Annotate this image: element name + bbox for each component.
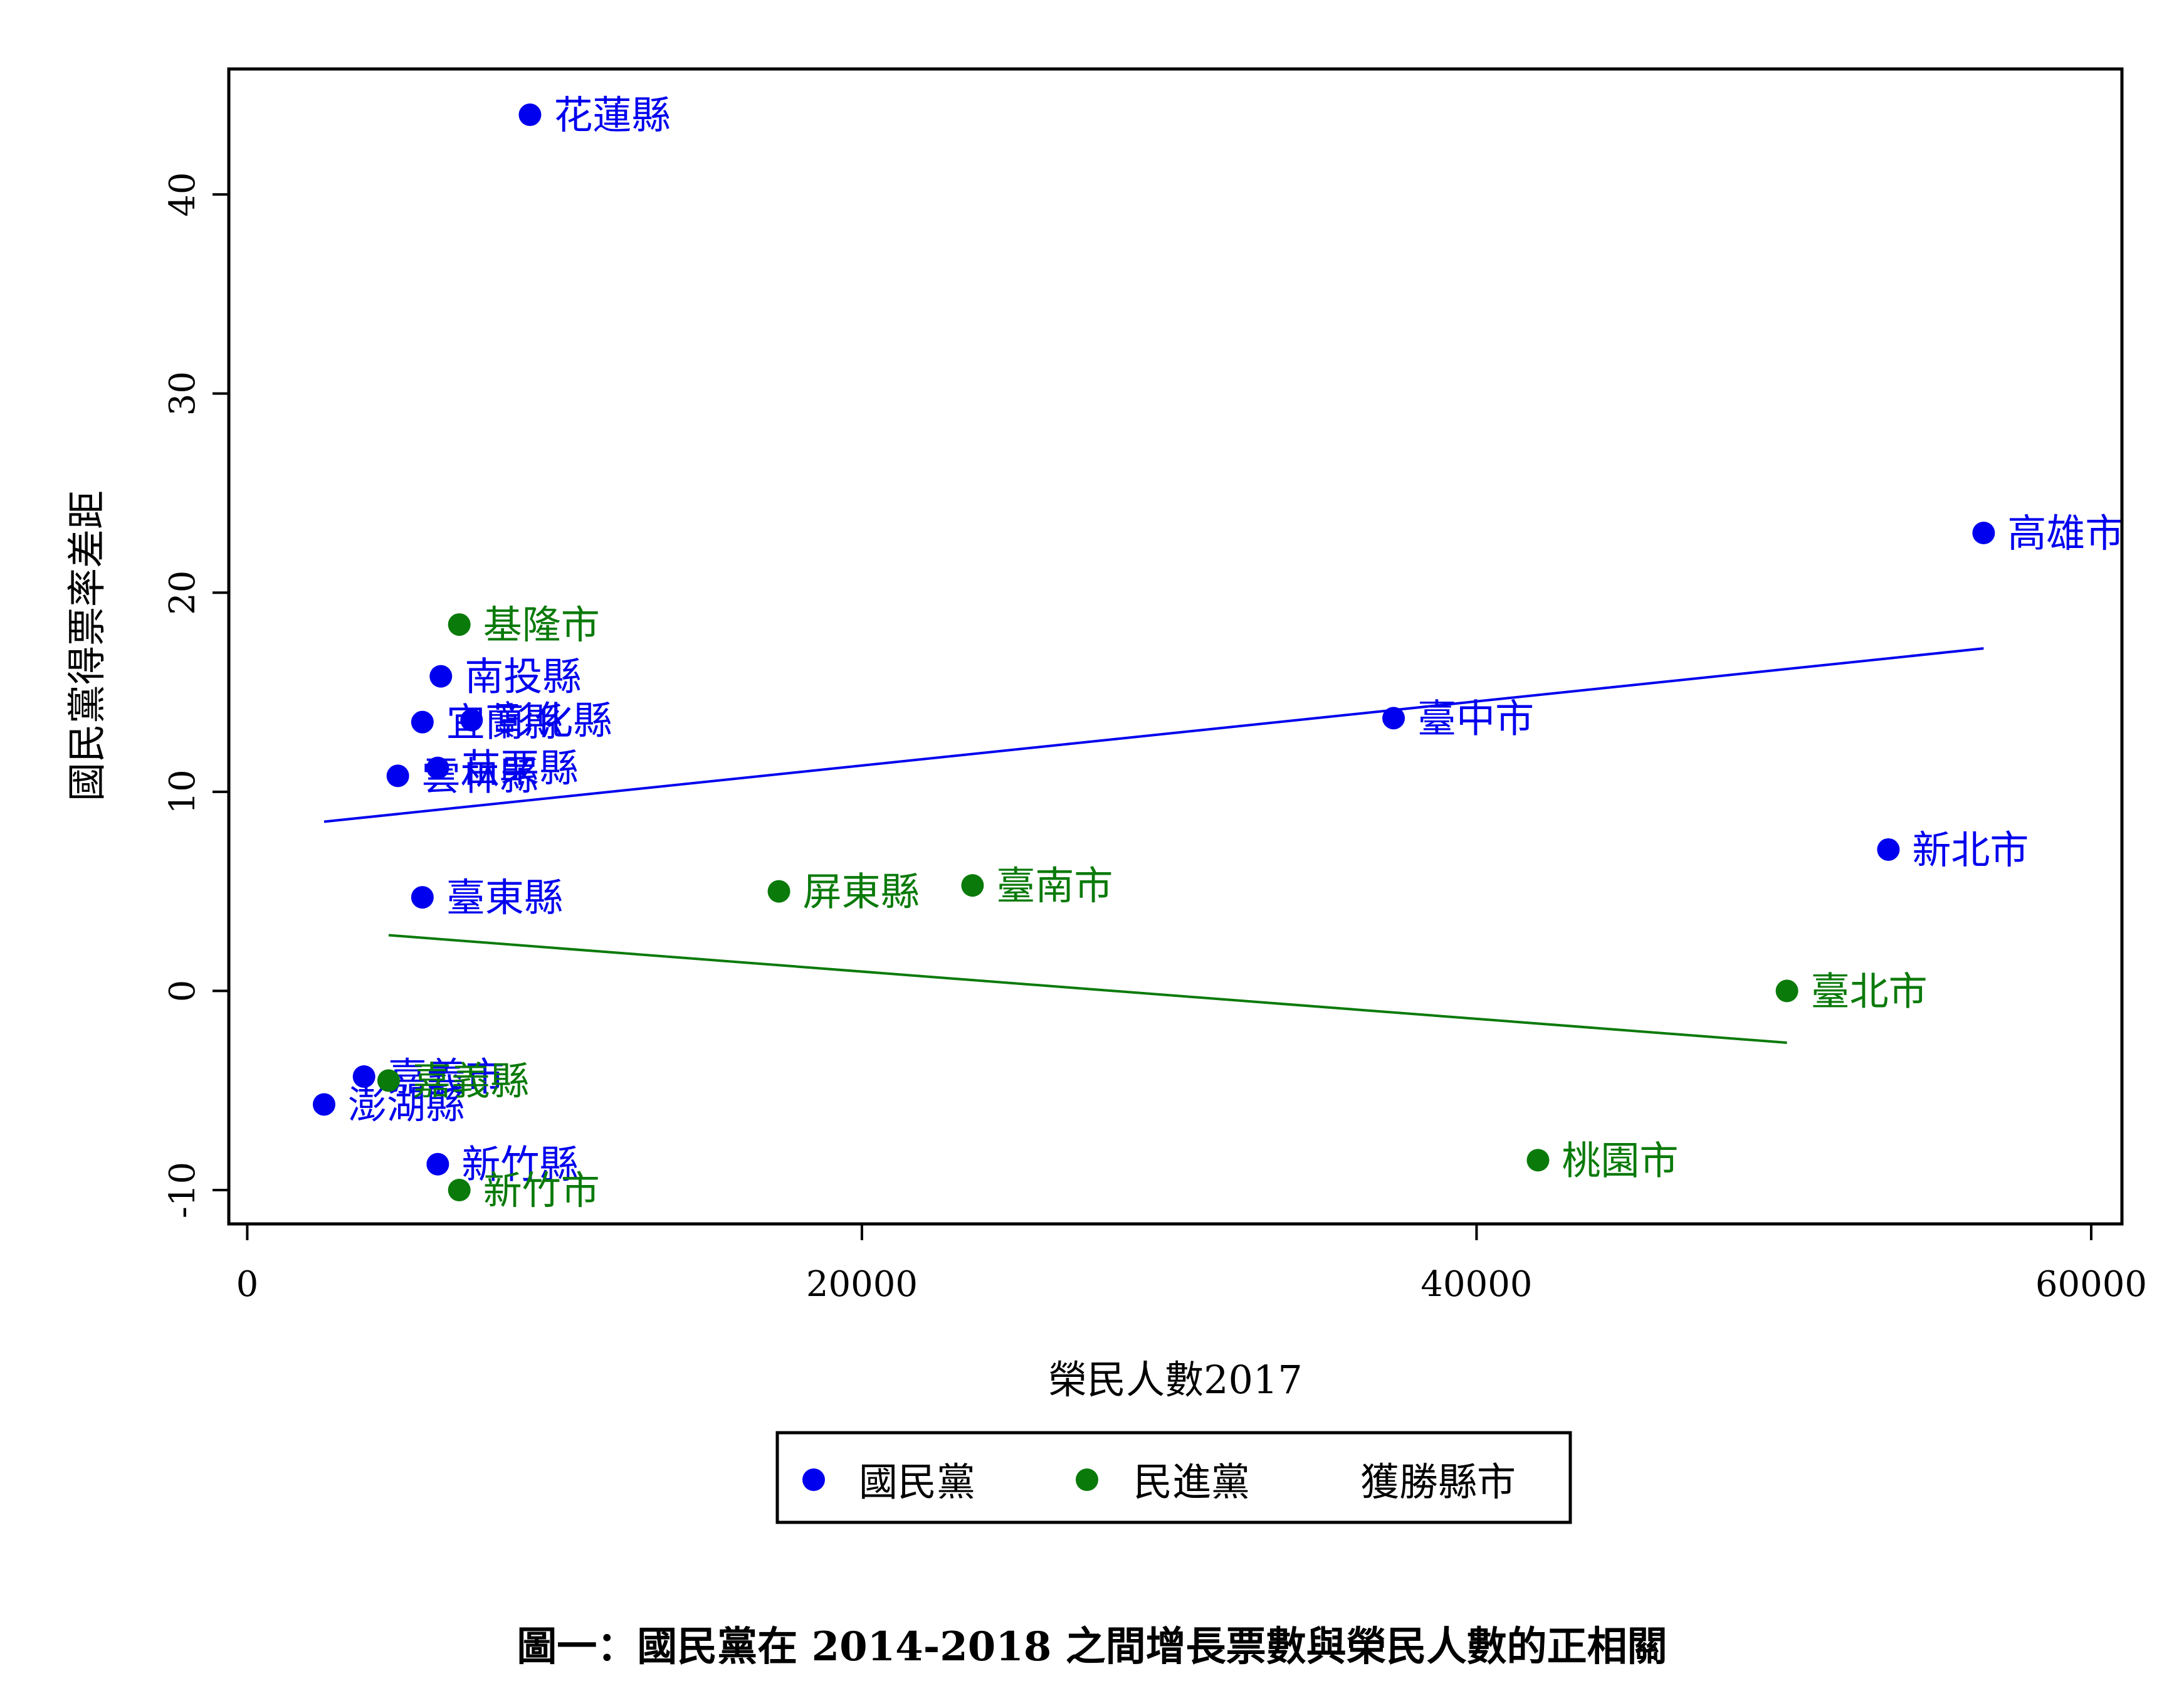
point-label: 苗栗縣 [461, 746, 578, 791]
data-point [1526, 1149, 1550, 1172]
point-label: 嘉義縣 [412, 1058, 529, 1104]
legend-label-winning-counties: 獲勝縣市 [1360, 1459, 1516, 1505]
data-point [448, 613, 471, 636]
point-label: 花蓮縣 [554, 92, 670, 138]
point-label: 基隆市 [483, 602, 600, 648]
y-axis-title: 國民黨得票率差距 [64, 490, 110, 801]
point-label: 新竹縣 [461, 1142, 578, 1188]
y-tick-label: 20 [162, 571, 203, 615]
data-point [1877, 838, 1900, 861]
data-point [1972, 521, 1995, 544]
legend-box [775, 1431, 1572, 1524]
data-point [386, 764, 409, 788]
point-label: 桃園市 [1562, 1137, 1679, 1183]
data-point [411, 710, 434, 734]
x-tick-label: 60000 [2035, 1264, 2147, 1305]
data-point [352, 1065, 375, 1088]
fit-line [323, 647, 1984, 823]
x-tick-label: 20000 [806, 1264, 918, 1305]
x-axis-title: 榮民人數2017 [1048, 1357, 1303, 1403]
data-point [448, 1179, 471, 1202]
point-label: 澎湖縣 [348, 1082, 465, 1127]
y-tick-label: -10 [162, 1162, 203, 1218]
y-tick-label: 10 [162, 769, 203, 814]
y-tick-label: 0 [162, 980, 203, 1003]
data-point [312, 1093, 335, 1116]
y-tick-label: 40 [162, 172, 203, 216]
point-label: 彰化縣 [495, 698, 612, 744]
y-axis: -10 0 10 20 30 40 [162, 69, 230, 1224]
point-label: 嘉義市 [388, 1054, 505, 1100]
x-tick-label: 0 [236, 1264, 259, 1305]
x-tick-label: 40000 [1420, 1264, 1532, 1305]
x-axis: 0 20000 40000 60000 [229, 1223, 2147, 1305]
data-point [961, 874, 984, 897]
figure-caption: 圖一：國民黨在 2014-2018 之間增長票數與榮民人數的正相關 [517, 1623, 1667, 1670]
legend: 國民黨 民進黨 獲勝縣市 [775, 1431, 1572, 1524]
y-tick-label: 30 [162, 371, 203, 416]
data-point [426, 1152, 449, 1176]
data-point [411, 886, 434, 909]
data-point [1775, 979, 1798, 1003]
point-label: 臺南市 [996, 863, 1113, 909]
point-label: 臺中市 [1417, 695, 1534, 741]
point-label: 臺東縣 [446, 875, 563, 920]
legend-marker-dpp [1076, 1468, 1098, 1491]
data-point [426, 756, 449, 779]
data-point [429, 665, 453, 688]
legend-marker-kmt [802, 1468, 825, 1491]
data-point [518, 103, 542, 127]
point-label: 臺北市 [1811, 968, 1928, 1014]
data-point [767, 880, 790, 903]
point-label: 屏東縣 [803, 869, 920, 915]
data-point [1382, 707, 1405, 730]
point-label: 新竹市 [483, 1167, 600, 1213]
fit-line [388, 934, 1787, 1044]
point-label: 高雄市 [2007, 510, 2124, 556]
data-point [377, 1069, 400, 1092]
point-label: 南投縣 [465, 654, 581, 700]
point-label: 新北市 [1912, 827, 2029, 873]
data-point [460, 709, 483, 732]
legend-label-kmt: 國民黨 [859, 1459, 975, 1505]
legend-label-dpp: 民進黨 [1133, 1459, 1250, 1505]
